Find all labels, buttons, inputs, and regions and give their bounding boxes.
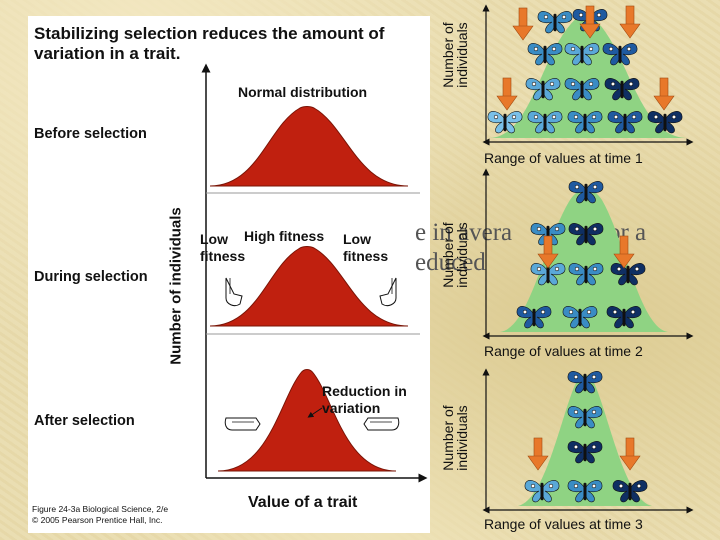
low-fitness-left-label: Low fitness: [200, 231, 246, 264]
distribution-hill: [490, 15, 686, 138]
curves-graphic: [201, 63, 428, 483]
caption-line: © 2005 Pearson Prentice Hall, Inc.: [32, 515, 163, 525]
reduction-arrow: [307, 407, 323, 418]
stage-during-selection: During selection: [34, 269, 148, 285]
stabilizing-selection-figure: Stabilizing selection reduces the amount…: [28, 16, 430, 533]
low-fitness-right-label: Low fitness: [343, 231, 389, 264]
number-of-individuals-label: Number of individuals: [440, 222, 470, 288]
pointing-hand-right-icon: [363, 417, 400, 431]
stage-after-selection: After selection: [34, 413, 135, 429]
distribution-hill: [518, 375, 652, 506]
reduction-in-variation-label: Reduction in variation: [322, 383, 407, 416]
figure-title: Stabilizing selection reduces the amount…: [34, 24, 385, 63]
pointing-hand-right-icon: [379, 277, 397, 307]
stage-before-selection: Before selection: [34, 126, 147, 142]
selection-curve: [209, 246, 409, 327]
narrow-curve: [217, 369, 397, 472]
range-label-time-1: Range of values at time 1: [484, 150, 643, 166]
range-label-time-3: Range of values at time 3: [484, 516, 643, 532]
range-label-time-2: Range of values at time 2: [484, 343, 643, 359]
number-of-individuals-label: Number of individuals: [440, 22, 470, 88]
pointing-hand-left-icon: [225, 277, 243, 307]
panel-time-2: [482, 168, 694, 340]
caption-line: Figure 24-3a Biological Science, 2/e: [32, 504, 169, 514]
high-fitness-label: High fitness: [244, 228, 325, 244]
background-text-line: educed: [415, 249, 486, 276]
distribution-hill: [500, 188, 668, 332]
normal-distribution-label: Normal distribution: [238, 84, 368, 100]
pointing-hand-left-icon: [224, 417, 261, 431]
panel-time-3: [482, 368, 694, 514]
x-axis-label: Value of a trait: [248, 494, 358, 511]
normal-curve: [209, 106, 409, 187]
panel-time-1: [482, 4, 694, 146]
number-of-individuals-label: Number of individuals: [440, 405, 470, 471]
figure-caption: Figure 24-3a Biological Science, 2/e © 2…: [32, 504, 168, 526]
